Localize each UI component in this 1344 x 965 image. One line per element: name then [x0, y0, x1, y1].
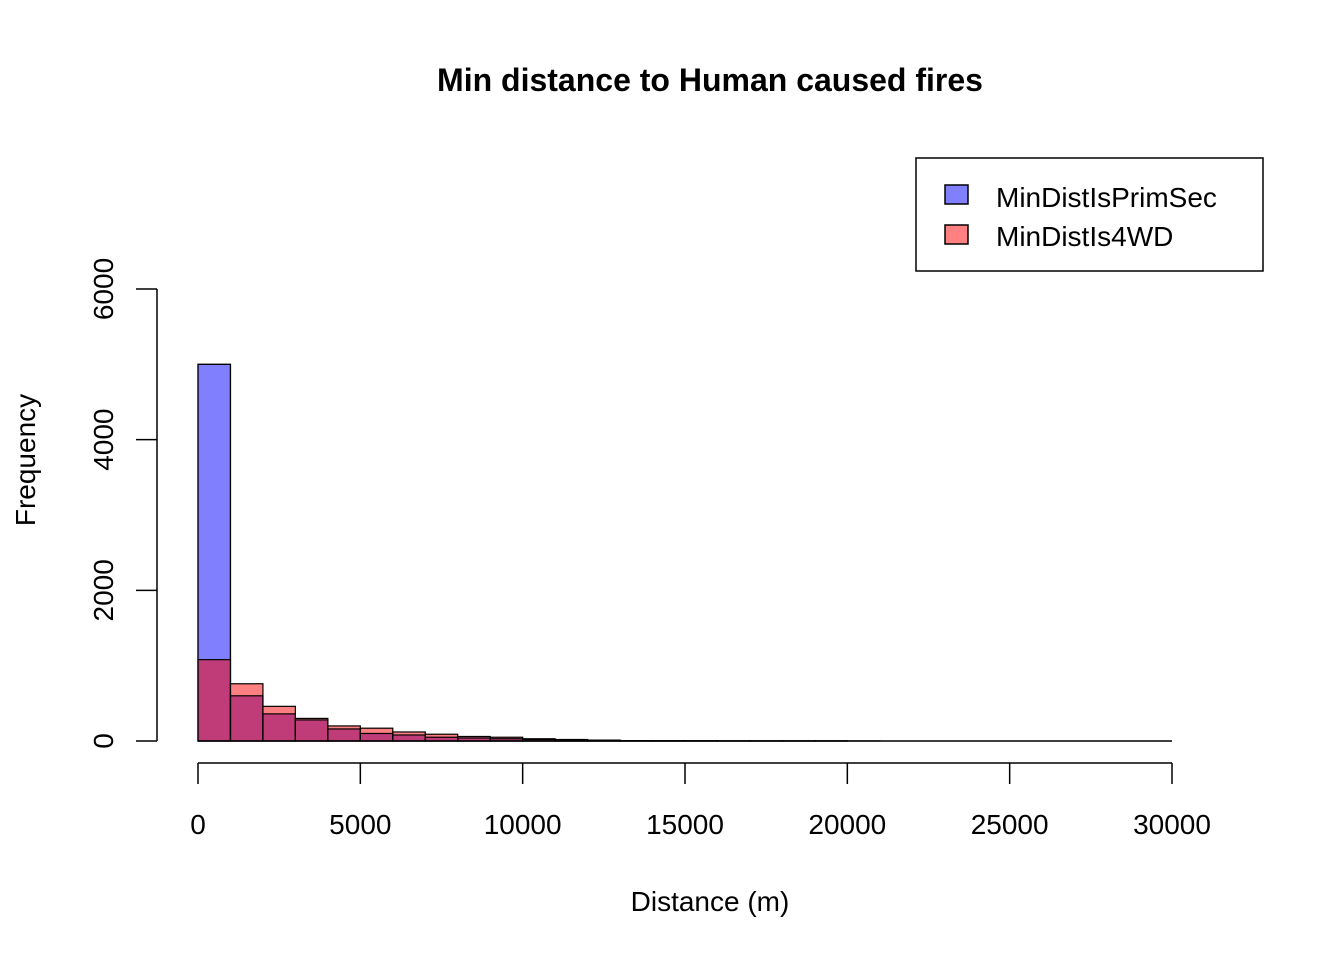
bars-layer [198, 364, 1172, 741]
bar-overlap-1 [230, 696, 262, 741]
x-tick-label-3: 15000 [646, 809, 724, 840]
x-tick-label-0: 0 [190, 809, 206, 840]
legend: MinDistIsPrimSec MinDistIs4WD [916, 158, 1263, 271]
x-tick-label-2: 10000 [484, 809, 562, 840]
x-tick-label-1: 5000 [329, 809, 391, 840]
x-tick-label-5: 25000 [971, 809, 1049, 840]
y-tick-label-2: 4000 [88, 409, 119, 471]
bar-4wd-2 [263, 706, 295, 714]
bar-overlap-6 [393, 735, 425, 741]
bar-overlap-4 [328, 729, 360, 741]
bar-4wd-5 [360, 728, 392, 733]
legend-label-4wd: MinDistIs4WD [996, 221, 1173, 252]
y-tick-label-3: 6000 [88, 258, 119, 320]
axes-layer: 0 5000 10000 15000 20000 25000 30000 0 2000 4000 6… [88, 258, 1211, 840]
y-axis-label: Frequency [10, 394, 41, 526]
y-tick-label-0: 0 [88, 733, 119, 749]
y-tick-label-1: 2000 [88, 559, 119, 621]
bar-overlap-0 [198, 660, 230, 741]
bar-overlap-2 [263, 714, 295, 741]
x-axis-label: Distance (m) [631, 886, 790, 917]
bar-overlap-5 [360, 733, 392, 741]
x-tick-label-6: 30000 [1133, 809, 1211, 840]
legend-box [916, 158, 1263, 271]
legend-label-primsec: MinDistIsPrimSec [996, 182, 1217, 213]
legend-swatch-primsec [945, 185, 968, 204]
bar-4wd-1 [230, 684, 262, 696]
x-tick-label-4: 20000 [808, 809, 886, 840]
chart-title: Min distance to Human caused fires [437, 62, 983, 98]
bar-overlap-3 [295, 720, 327, 741]
legend-swatch-4wd [945, 225, 968, 244]
